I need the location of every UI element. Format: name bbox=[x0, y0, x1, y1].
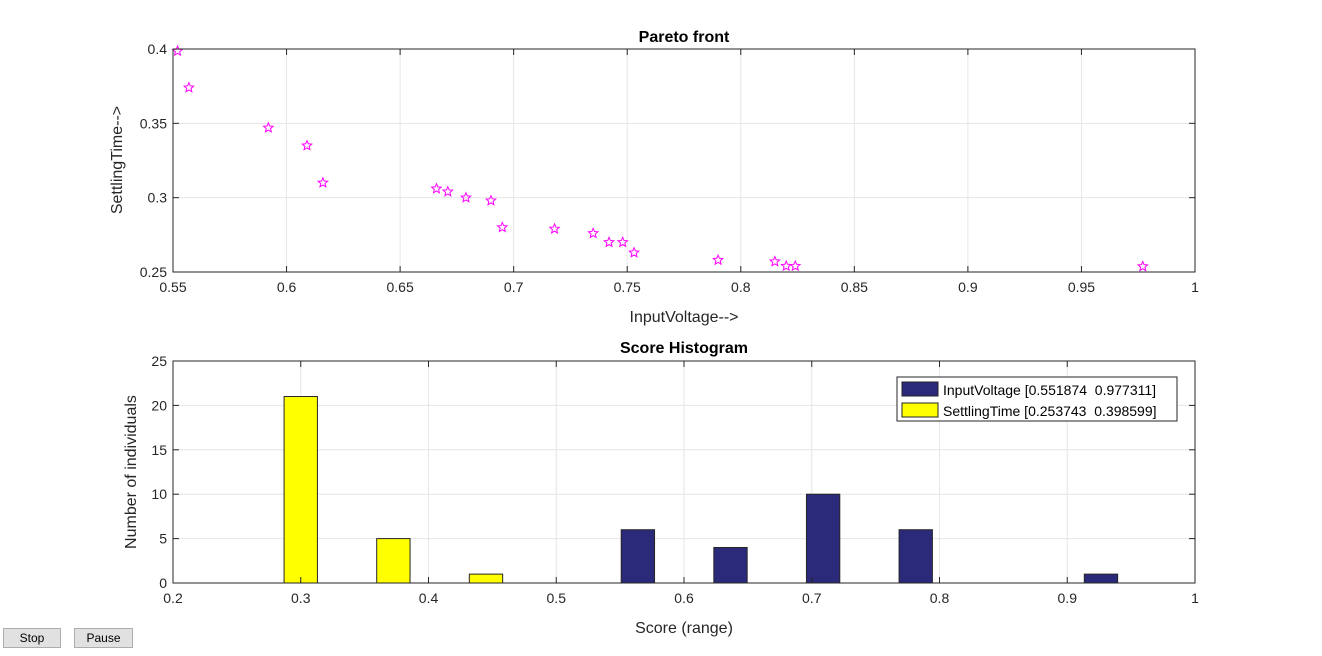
pareto-point bbox=[548, 222, 561, 234]
settling-time-bar bbox=[283, 396, 318, 584]
histogram-xtick-label: 0.3 bbox=[291, 590, 311, 606]
pareto-points bbox=[171, 44, 1149, 272]
pareto-ticks: 0.55 0.6 0.65 0.7 0.75 0.8 0.85 0.9 0.95 1 0.25 0.3… bbox=[140, 41, 1199, 295]
histogram-xlabel: Score (range) bbox=[635, 620, 733, 637]
histogram-xtick-label: 0.5 bbox=[547, 590, 567, 606]
histogram-xtick-label: 1 bbox=[1191, 590, 1199, 606]
pareto-title: Pareto front bbox=[639, 29, 730, 46]
pareto-xtick-label: 0.95 bbox=[1068, 279, 1095, 295]
pareto-point bbox=[182, 81, 195, 93]
pareto-point bbox=[603, 235, 616, 248]
pareto-xtick-label: 0.75 bbox=[614, 279, 641, 295]
histogram-xtick-label: 0.7 bbox=[802, 590, 822, 606]
input-voltage-bar bbox=[805, 493, 841, 584]
pareto-ytick-label: 0.25 bbox=[140, 264, 167, 280]
pareto-point bbox=[301, 139, 313, 151]
histogram-ylabel: Number of individuals bbox=[123, 395, 140, 549]
histogram-bars bbox=[283, 396, 1119, 584]
pareto-plot-frame bbox=[172, 48, 1196, 273]
pareto-ytick-label: 0.3 bbox=[148, 190, 168, 206]
pareto-xtick-label: 1 bbox=[1191, 279, 1199, 295]
histogram-ytick-label: 20 bbox=[151, 397, 167, 413]
legend-swatch-input-voltage bbox=[901, 381, 939, 397]
pareto-xtick-label: 0.6 bbox=[277, 279, 297, 295]
pareto-xtick-label: 0.65 bbox=[386, 279, 413, 295]
histogram-legend: InputVoltage [0.551874 0.977311] Settlin… bbox=[896, 376, 1178, 422]
settling-time-bar bbox=[376, 538, 411, 584]
pareto-xtick-label: 0.7 bbox=[504, 279, 524, 295]
pareto-xtick-label: 0.55 bbox=[159, 279, 186, 295]
legend-label-input-voltage: InputVoltage [0.551874 0.977311] bbox=[943, 382, 1156, 398]
histogram-ytick-label: 5 bbox=[159, 531, 167, 547]
input-voltage-bar bbox=[620, 529, 656, 584]
input-voltage-bar bbox=[898, 529, 933, 584]
pareto-xlabel: InputVoltage--> bbox=[630, 309, 739, 326]
histogram-ytick-label: 15 bbox=[151, 442, 167, 458]
pareto-ytick-label: 0.35 bbox=[140, 115, 167, 131]
pareto-point bbox=[587, 227, 600, 239]
histogram-xtick-label: 0.4 bbox=[419, 590, 439, 606]
histogram-xtick-label: 0.9 bbox=[1058, 590, 1078, 606]
pareto-point bbox=[496, 221, 509, 233]
histogram-xtick-label: 0.6 bbox=[674, 590, 694, 606]
legend-label-settling-time: SettlingTime [0.253743 0.398599] bbox=[943, 403, 1157, 419]
pause-button[interactable]: Pause bbox=[74, 628, 133, 648]
input-voltage-bar bbox=[1083, 573, 1119, 584]
histogram-title: Score Histogram bbox=[620, 340, 748, 357]
histogram-ytick-label: 25 bbox=[151, 353, 167, 369]
pareto-point bbox=[712, 253, 725, 266]
pareto-xtick-label: 0.9 bbox=[958, 279, 978, 295]
pareto-point bbox=[459, 191, 472, 203]
settling-time-bar bbox=[468, 573, 504, 584]
pareto-xtick-label: 0.85 bbox=[841, 279, 868, 295]
histogram-ytick-label: 0 bbox=[159, 575, 167, 591]
pareto-point bbox=[628, 246, 641, 258]
histogram-xtick-label: 0.2 bbox=[163, 590, 183, 606]
pareto-point bbox=[262, 121, 275, 133]
legend-box bbox=[896, 376, 1178, 422]
pareto-point bbox=[616, 235, 629, 248]
input-voltage-bar bbox=[713, 546, 748, 584]
pareto-point bbox=[789, 259, 802, 272]
pareto-point bbox=[484, 194, 497, 206]
pareto-plot-area bbox=[173, 49, 1195, 272]
stop-button[interactable]: Stop bbox=[3, 628, 61, 648]
pareto-point bbox=[316, 176, 329, 188]
pareto-point bbox=[441, 185, 454, 197]
pareto-ytick-label: 0.4 bbox=[148, 41, 168, 57]
pareto-ylabel: SettlingTime--> bbox=[109, 106, 126, 214]
histogram-xtick-label: 0.8 bbox=[930, 590, 950, 606]
pareto-point bbox=[768, 255, 781, 267]
pareto-xtick-label: 0.8 bbox=[731, 279, 751, 295]
pareto-front-axes: 0.55 0.6 0.65 0.7 0.75 0.8 0.85 0.9 0.95 1 0.25 0.3… bbox=[109, 29, 1199, 326]
pareto-point bbox=[430, 182, 443, 194]
legend-swatch-settling-time bbox=[901, 402, 939, 418]
pareto-point bbox=[1136, 260, 1149, 272]
histogram-ytick-label: 10 bbox=[151, 486, 167, 502]
